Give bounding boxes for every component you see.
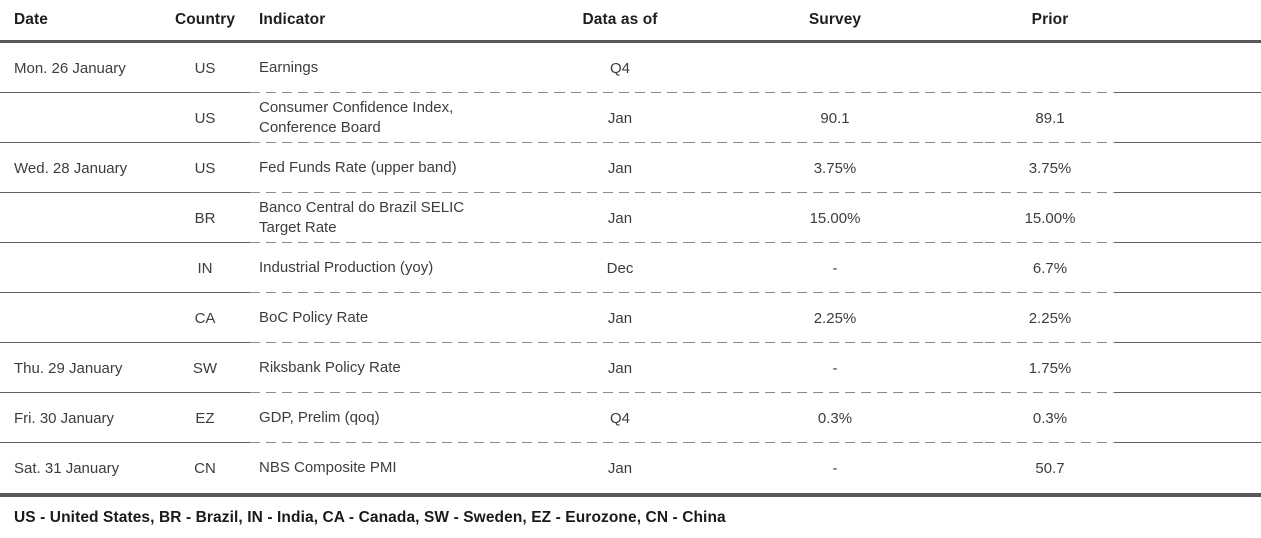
cell-indicator: Consumer Confidence Index, Conference Bo… <box>250 93 555 143</box>
cell-filler <box>1115 443 1261 493</box>
cell-data-as-of: Jan <box>555 343 685 393</box>
cell-prior: 50.7 <box>1035 459 1065 477</box>
cell-filler <box>1115 293 1261 343</box>
cell-country: US <box>160 93 250 143</box>
column-header-survey: Survey <box>685 0 985 43</box>
table-header-row: Date Country Indicator Data as of Survey… <box>0 0 1261 43</box>
cell-data-as-of: Q4 <box>555 41 685 93</box>
cell-prior: 89.1 <box>985 93 1115 143</box>
cell-prior <box>985 41 1115 93</box>
cell-data-as-of: Jan <box>555 93 685 143</box>
cell-date <box>0 293 160 343</box>
cell-date: Wed. 28 January <box>0 143 160 193</box>
table-row: Sat. 31 January CN NBS Composite PMI Jan - 50… <box>0 443 1261 493</box>
cell-survey: - <box>685 343 985 393</box>
indicator-text: Riksbank Policy Rate <box>259 358 401 376</box>
cell-prior: 2.25% <box>985 293 1115 343</box>
indicator-text: BoC Policy Rate <box>259 308 369 326</box>
cell-survey: - <box>832 459 838 477</box>
cell-indicator: Fed Funds Rate (upper band) <box>250 143 555 193</box>
cell-prior: 1.75% <box>985 343 1115 393</box>
table-row: US Consumer Confidence Index, Conference … <box>0 93 1261 143</box>
table-row: IN Industrial Production (yoy) Dec -6.7% <box>0 243 1261 293</box>
cell-indicator: Earnings <box>250 41 555 93</box>
cell-filler <box>1115 343 1261 393</box>
column-header-country: Country <box>160 0 250 43</box>
column-header-prior: Prior <box>985 0 1115 43</box>
table-row: Wed. 28 January US Fed Funds Rate (upper b… <box>0 143 1261 193</box>
cell-date <box>0 243 160 293</box>
cell-country: EZ <box>160 393 250 443</box>
cell-data-as-of: Jan <box>555 193 685 243</box>
cell-date: Sat. 31 January <box>14 459 120 477</box>
column-header-indicator: Indicator <box>250 0 555 43</box>
cell-country: CN <box>194 459 216 477</box>
cell-filler <box>1115 93 1261 143</box>
cell-date: Fri. 30 January <box>0 393 160 443</box>
cell-indicator: BoC Policy Rate <box>250 293 555 343</box>
cell-indicator: Industrial Production (yoy) <box>250 243 555 293</box>
column-header-date: Date <box>0 0 160 43</box>
cell-survey: 2.25% <box>685 293 985 343</box>
table-body: Mon. 26 January US Earnings Q4 US Consumer Co… <box>0 41 1261 494</box>
cell-prior: 0.3% <box>985 393 1115 443</box>
indicator-text: Fed Funds Rate (upper band) <box>259 158 457 176</box>
indicator-text: GDP, Prelim (qoq) <box>259 408 380 426</box>
country-code-legend: US - United States, BR - Brazil, IN - In… <box>14 509 726 526</box>
cell-date <box>0 193 160 243</box>
cell-survey: - <box>685 243 985 293</box>
indicator-text: Consumer Confidence Index, Conference Bo… <box>259 98 454 136</box>
cell-survey <box>685 41 985 93</box>
cell-filler <box>1115 193 1261 243</box>
cell-prior: 3.75% <box>985 143 1115 193</box>
economic-calendar-table: Date Country Indicator Data as of Survey… <box>0 0 1261 494</box>
indicator-text: NBS Composite PMI <box>259 458 397 476</box>
cell-survey: 3.75% <box>685 143 985 193</box>
column-header-filler <box>1115 0 1261 43</box>
indicator-text: Earnings <box>259 58 319 76</box>
cell-filler <box>1115 41 1261 93</box>
cell-prior: 15.00% <box>985 193 1115 243</box>
table-row: Fri. 30 January EZ GDP, Prelim (qoq) Q4 0.3%… <box>0 393 1261 443</box>
table-row: Mon. 26 January US Earnings Q4 <box>0 41 1261 93</box>
cell-country: SW <box>160 343 250 393</box>
cell-indicator: GDP, Prelim (qoq) <box>250 393 555 443</box>
column-header-data-as-of: Data as of <box>555 0 685 43</box>
cell-country: US <box>160 143 250 193</box>
cell-data-as-of: Jan <box>607 459 633 477</box>
cell-data-as-of: Jan <box>555 143 685 193</box>
cell-data-as-of: Q4 <box>555 393 685 443</box>
cell-filler <box>1115 143 1261 193</box>
cell-filler <box>1115 393 1261 443</box>
economic-calendar-table-wrap: Date Country Indicator Data as of Survey… <box>0 0 1261 497</box>
cell-indicator: NBS Composite PMI <box>250 443 555 493</box>
indicator-text: Banco Central do Brazil SELIC Target Rat… <box>259 198 465 236</box>
cell-survey: 0.3% <box>685 393 985 443</box>
table-row: Thu. 29 January SW Riksbank Policy Rate Jan… <box>0 343 1261 393</box>
table-row: CA BoC Policy Rate Jan 2.25% 2.25% <box>0 293 1261 343</box>
cell-country: BR <box>160 193 250 243</box>
cell-country: CA <box>160 293 250 343</box>
cell-indicator: Riksbank Policy Rate <box>250 343 555 393</box>
cell-country: US <box>160 41 250 93</box>
cell-date <box>0 93 160 143</box>
cell-country: IN <box>160 243 250 293</box>
cell-data-as-of: Dec <box>555 243 685 293</box>
cell-data-as-of: Jan <box>555 293 685 343</box>
cell-prior: 6.7% <box>985 243 1115 293</box>
cell-date: Thu. 29 January <box>0 343 160 393</box>
cell-filler <box>1115 243 1261 293</box>
cell-indicator: Banco Central do Brazil SELIC Target Rat… <box>250 193 555 243</box>
cell-date: Mon. 26 January <box>0 41 160 93</box>
cell-survey: 15.00% <box>685 193 985 243</box>
cell-survey: 90.1 <box>685 93 985 143</box>
indicator-text: Industrial Production (yoy) <box>259 258 434 276</box>
table-row: BR Banco Central do Brazil SELIC Target R… <box>0 193 1261 243</box>
